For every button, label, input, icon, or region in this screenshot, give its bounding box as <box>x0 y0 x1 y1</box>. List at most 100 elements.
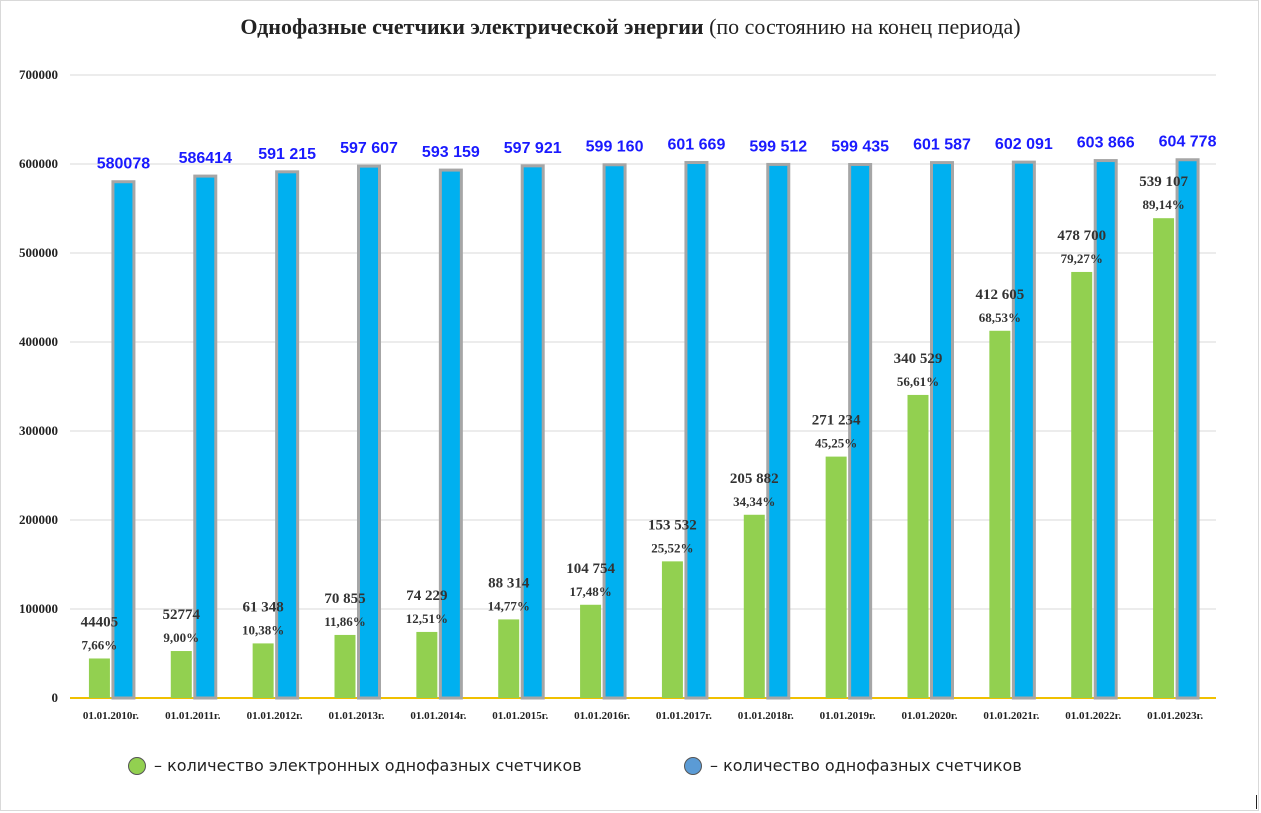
bar-total <box>766 162 791 700</box>
x-axis-ticks: 01.01.2010г. 01.01.2011г. 01.01.2012г. 01.0… <box>83 710 1203 722</box>
bar-total <box>1175 158 1200 700</box>
data-label-total: 599 435 <box>831 139 889 156</box>
data-label-percent: 56,61% <box>897 374 939 389</box>
bar-electronic <box>1071 271 1093 698</box>
bar-total <box>848 163 873 700</box>
bar-electronic <box>334 634 356 698</box>
bar-chart: 0 100000 200000 300000 400000 500000 600000 700… <box>19 67 1217 722</box>
x-tick-label: 01.01.2011г. <box>165 710 221 722</box>
data-label-total: 597 607 <box>340 140 398 157</box>
bar-electronic <box>252 643 274 698</box>
bar-electronic <box>88 658 110 698</box>
bar-total <box>930 161 954 700</box>
bar-electronic <box>170 651 192 698</box>
data-label-electronic: 205 882 <box>730 471 779 487</box>
y-tick-label: 300000 <box>19 423 58 438</box>
data-label-total: 603 866 <box>1077 135 1135 152</box>
bar-total <box>357 164 381 700</box>
legend-marker-blue-circle-icon <box>684 756 702 775</box>
data-label-percent: 89,14% <box>1142 197 1184 212</box>
x-tick-label: 01.01.2018г. <box>738 710 794 722</box>
data-label-total: 597 921 <box>504 140 562 157</box>
x-tick-label: 01.01.2015г. <box>492 710 548 722</box>
data-label-total: 580078 <box>97 156 150 173</box>
x-tick-label: 01.01.2012г. <box>247 710 303 722</box>
data-label-electronic: 88 314 <box>488 575 530 591</box>
data-label-total: 599 160 <box>586 139 644 156</box>
data-label-percent: 7,66% <box>82 637 118 652</box>
data-label-percent: 14,77% <box>488 598 530 613</box>
bar-electronic <box>1153 218 1175 698</box>
x-tick-label: 01.01.2013г. <box>328 710 384 722</box>
bar-electronic <box>498 619 520 698</box>
x-tick-label: 01.01.2010г. <box>83 710 139 722</box>
x-tick-label: 01.01.2021г. <box>983 710 1039 722</box>
y-axis-ticks: 0 100000 200000 300000 400000 500000 600000 700… <box>19 67 58 705</box>
legend-marker-green-circle-icon <box>128 756 146 775</box>
data-label-percent: 25,52% <box>651 540 693 555</box>
y-tick-label: 100000 <box>19 601 58 616</box>
data-label-electronic: 70 855 <box>324 591 365 607</box>
data-label-total: 601 587 <box>913 137 971 154</box>
data-label-percent: 9,00% <box>163 630 199 645</box>
chart-title: Однофазные счетчики электрической энерги… <box>0 14 1261 40</box>
legend-label-electronic: – количество электронных однофазных счет… <box>154 756 582 775</box>
data-label-percent: 11,86% <box>324 614 366 629</box>
data-label-electronic: 61 348 <box>243 599 284 615</box>
bar-total <box>275 170 300 700</box>
data-label-total: 586414 <box>179 150 232 167</box>
bar-total <box>520 164 545 700</box>
data-label-total: 599 512 <box>749 138 807 155</box>
y-tick-label: 700000 <box>19 67 58 82</box>
legend-item-electronic: – количество электронных однофазных счет… <box>128 756 582 775</box>
legend-item-total: – количество однофазных счетчиков <box>684 756 1022 775</box>
bar-total <box>1011 160 1036 700</box>
data-label-percent: 45,25% <box>815 436 857 451</box>
data-label-electronic: 539 107 <box>1139 174 1188 190</box>
bar-total <box>193 174 218 700</box>
x-tick-label: 01.01.2023г. <box>1147 710 1203 722</box>
bar-electronic <box>416 631 438 698</box>
data-label-electronic: 44405 <box>81 614 119 630</box>
bar-electronic <box>825 456 847 698</box>
bar-electronic <box>661 561 683 698</box>
data-label-percent: 17,48% <box>569 584 611 599</box>
x-tick-label: 01.01.2014г. <box>410 710 466 722</box>
x-tick-label: 01.01.2022г. <box>1065 710 1121 722</box>
chart-title-main: Однофазные счетчики электрической энерги… <box>240 14 704 39</box>
x-tick-label: 01.01.2019г. <box>820 710 876 722</box>
data-label-percent: 68,53% <box>979 310 1021 325</box>
bar-electronic <box>580 604 602 698</box>
data-label-percent: 34,34% <box>733 494 775 509</box>
y-tick-label: 500000 <box>19 245 58 260</box>
x-tick-label: 01.01.2020г. <box>901 710 957 722</box>
data-label-electronic: 104 754 <box>566 561 615 577</box>
data-label-total: 591 215 <box>258 146 316 163</box>
data-label-total: 602 091 <box>995 136 1053 153</box>
legend: – количество электронных однофазных счет… <box>0 756 1261 786</box>
x-tick-label: 01.01.2017г. <box>656 710 712 722</box>
data-label-electronic: 153 532 <box>648 517 697 533</box>
data-label-electronic: 271 234 <box>812 413 861 429</box>
bar-total <box>1093 159 1118 700</box>
data-label-electronic: 74 229 <box>406 588 447 604</box>
bar-total <box>111 180 136 700</box>
data-label-percent: 79,27% <box>1061 251 1103 266</box>
chart-subtitle: (по состоянию на конец периода) <box>709 14 1021 39</box>
y-tick-label: 600000 <box>19 156 58 171</box>
data-label-percent: 12,51% <box>406 611 448 626</box>
data-label-total: 593 159 <box>422 144 480 161</box>
data-label-electronic: 52774 <box>163 607 201 623</box>
data-label-total: 604 778 <box>1159 134 1217 151</box>
y-tick-label: 400000 <box>19 334 58 349</box>
bar-electronic <box>743 514 765 698</box>
bars <box>88 158 1200 700</box>
data-label-total: 601 669 <box>668 137 726 154</box>
data-label-electronic: 412 605 <box>975 287 1024 303</box>
data-label-electronic: 340 529 <box>894 351 943 367</box>
legend-label-total: – количество однофазных счетчиков <box>710 756 1022 775</box>
bar-total <box>602 163 627 700</box>
bar-electronic <box>907 394 929 698</box>
y-tick-label: 0 <box>52 690 59 705</box>
